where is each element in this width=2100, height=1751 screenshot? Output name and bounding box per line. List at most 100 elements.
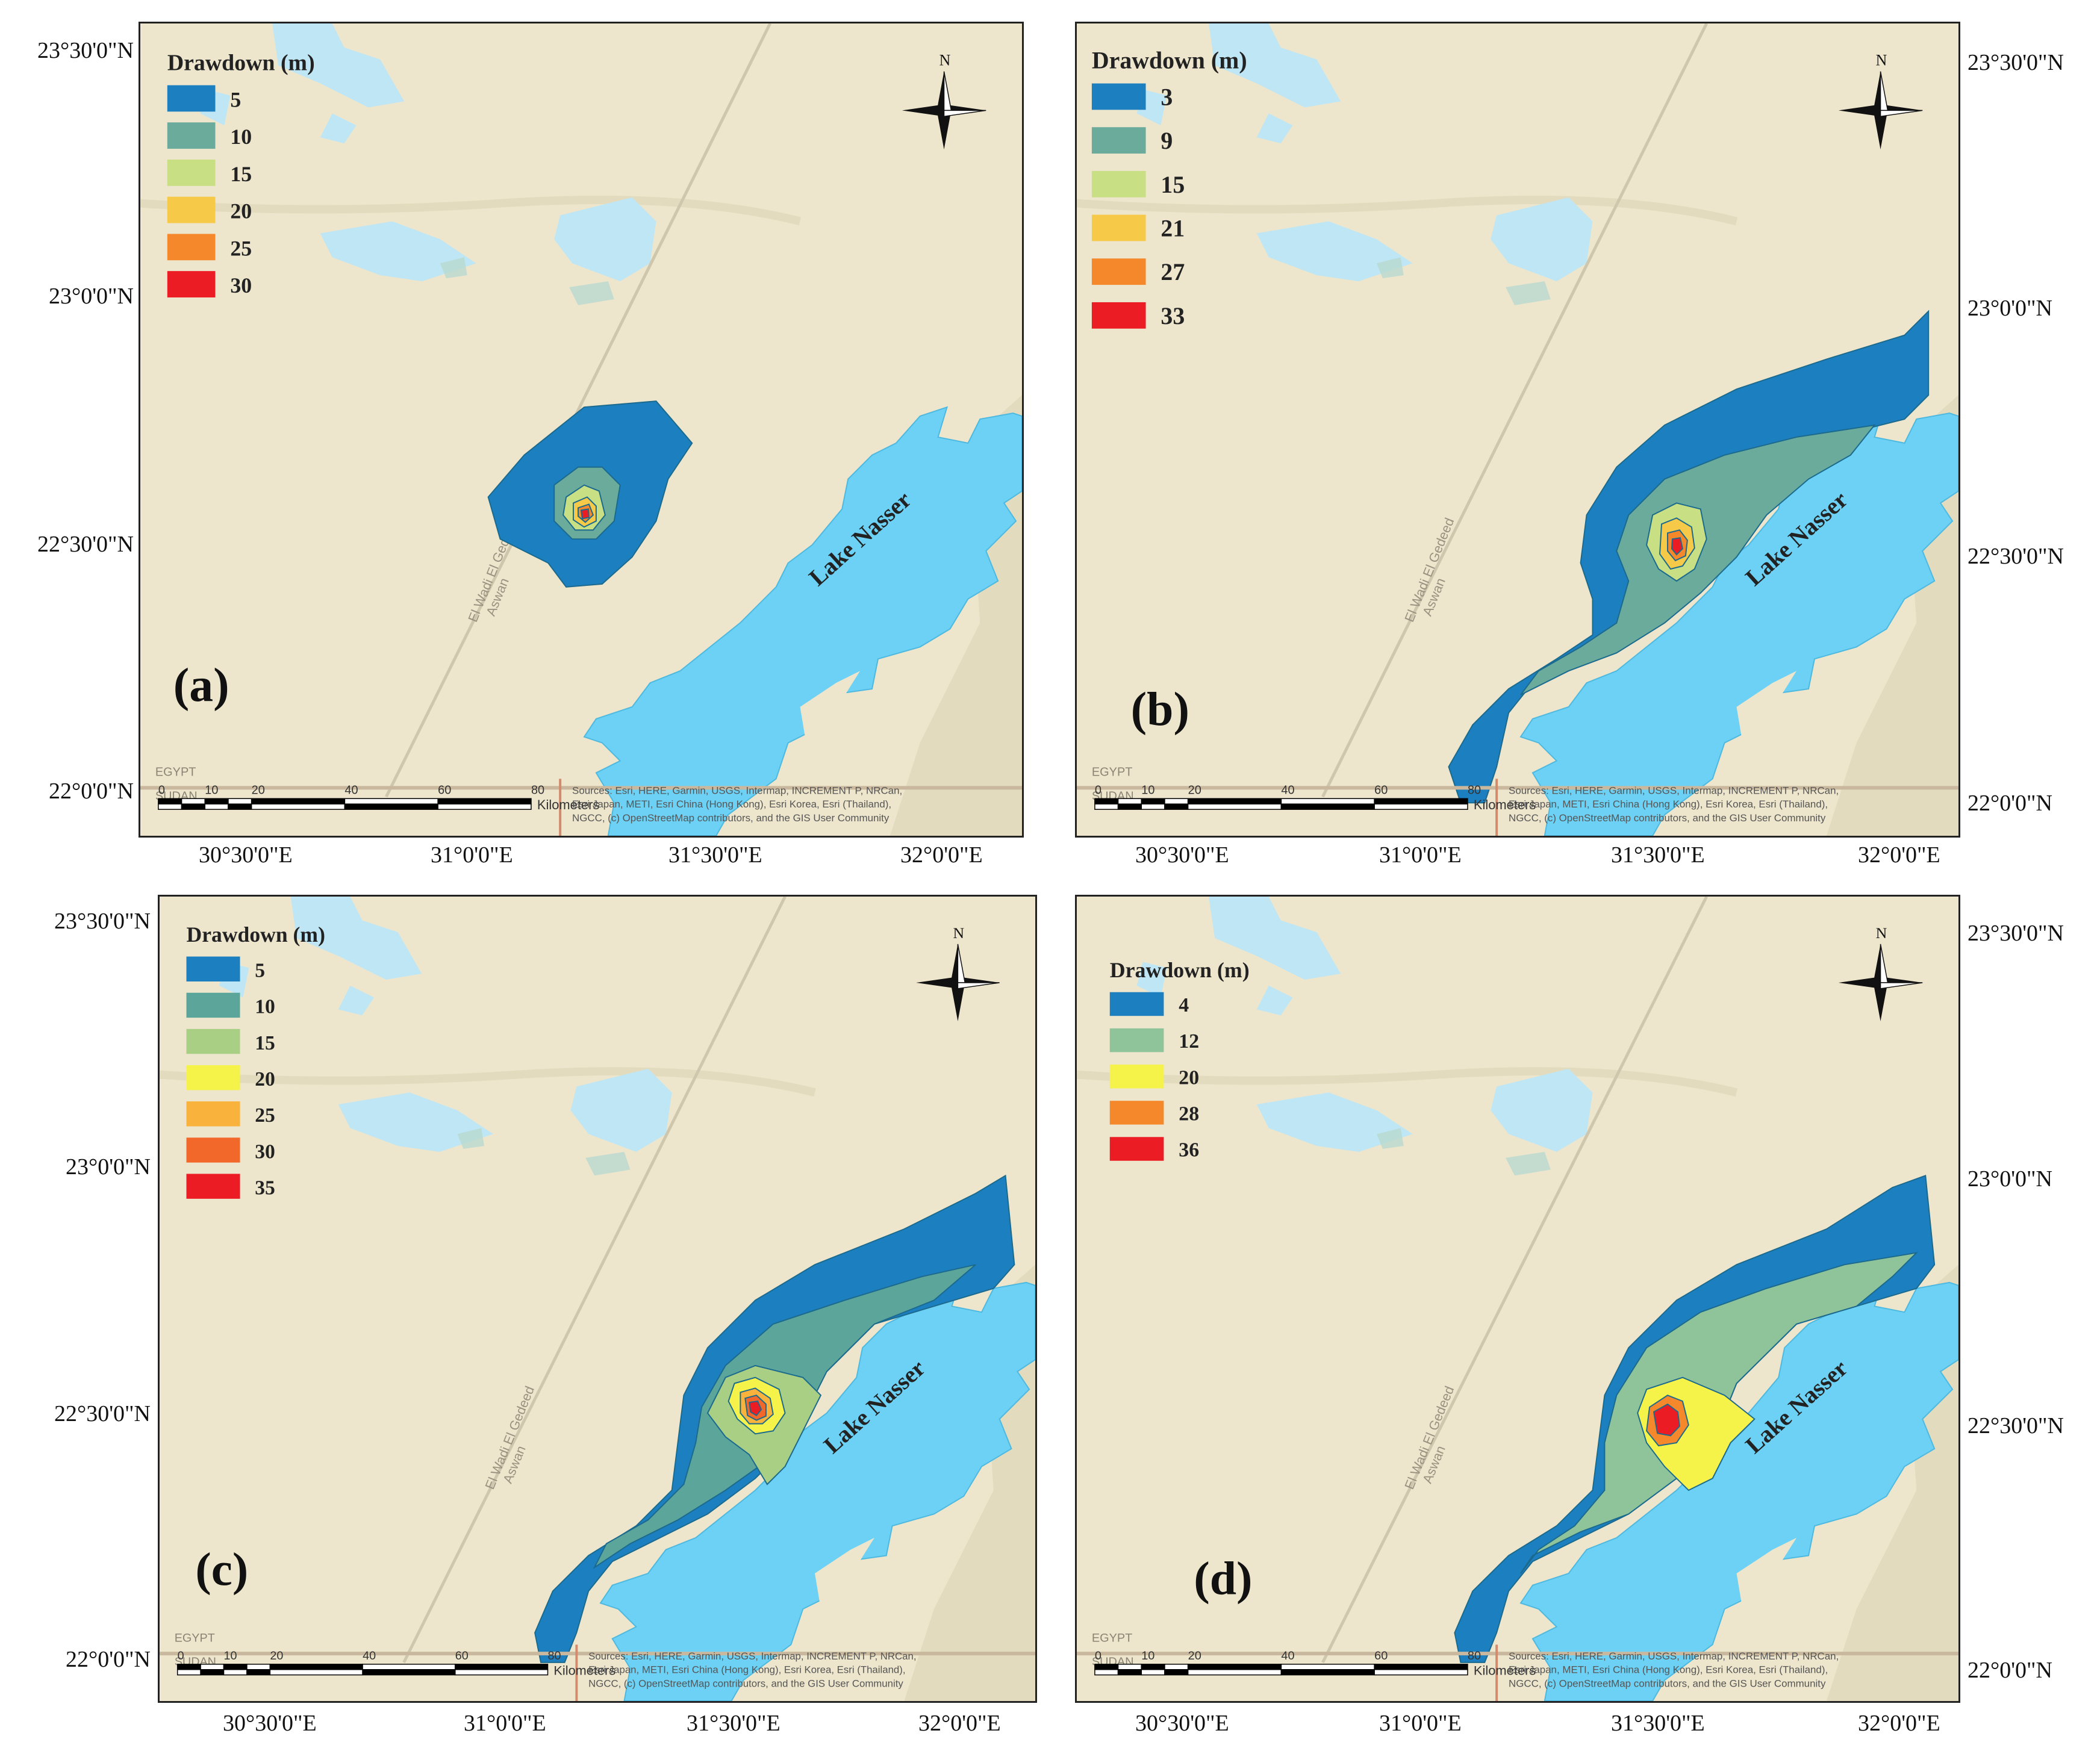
legend-swatch xyxy=(1091,83,1146,110)
scale-tick-label: 10 xyxy=(1141,1649,1154,1662)
scale-segment xyxy=(269,1664,363,1670)
north-label: N xyxy=(939,52,951,69)
drawdown-contour xyxy=(1671,537,1683,556)
toshka-lake xyxy=(1256,1092,1413,1152)
legend-swatch xyxy=(186,992,240,1018)
scale-segment xyxy=(1280,798,1375,804)
lat-label: 22°30'0"N xyxy=(37,532,134,557)
scale-segment xyxy=(1374,1669,1468,1676)
legend-swatch xyxy=(167,271,216,297)
scale-tick-label: 80 xyxy=(1468,1649,1481,1662)
scale-segment xyxy=(200,1664,225,1670)
scale-segment xyxy=(1117,1669,1142,1676)
map-frame-d: El Wadi El Gedeed Aswan Lake Nasser EGYPT SU… xyxy=(1075,895,1960,1703)
attribution-text: NGCC, (c) OpenStreetMap contributors, an… xyxy=(588,1678,903,1689)
north-arrow-shape xyxy=(1880,110,1923,117)
legend-swatch xyxy=(1109,1137,1164,1161)
legend-label: 5 xyxy=(230,87,241,111)
country-label: EGYPT xyxy=(175,1631,215,1644)
scale-unit: Kilometers xyxy=(553,1663,615,1678)
toshka-lake xyxy=(1491,1068,1593,1152)
marsh-patch xyxy=(1376,257,1404,279)
scale-unit: Kilometers xyxy=(1474,797,1536,812)
country-label: EGYPT xyxy=(155,765,196,779)
legend-swatch xyxy=(1091,170,1146,197)
legend-label: 5 xyxy=(255,960,265,982)
legend: Drawdown (m) 5 10 15 20 25 30 xyxy=(167,51,315,297)
scale-segment xyxy=(1187,798,1282,804)
marsh-patch xyxy=(569,281,614,305)
lon-label: 31°0'0"E xyxy=(1379,842,1462,868)
legend-label: 10 xyxy=(255,996,275,1018)
scale-segment xyxy=(1374,803,1468,810)
scale-tick-label: 0 xyxy=(1095,783,1101,797)
north-arrow-shape xyxy=(1880,982,1923,989)
lon-label: 32°0'0"E xyxy=(900,842,983,868)
attribution-text: Sources: Esri, HERE, Garmin, USGS, Inter… xyxy=(1509,785,1839,796)
scale-segment xyxy=(181,798,206,804)
lat-label: 23°0'0"N xyxy=(66,1154,151,1180)
scale-segment xyxy=(1117,1664,1142,1670)
panel-c: El Wadi El Gedeed Aswan Lake Nasser EGYPT SU… xyxy=(0,873,1048,1751)
scale-segment xyxy=(1094,803,1119,810)
lat-label: 23°0'0"N xyxy=(1968,1166,2052,1192)
panel-tag: (d) xyxy=(1194,1552,1252,1605)
scale-segment xyxy=(1280,1664,1375,1670)
legend-swatch xyxy=(1109,1101,1164,1125)
lon-label: 32°0'0"E xyxy=(1858,1711,1940,1736)
lon-label: 30°30'0"E xyxy=(223,1711,317,1736)
scale-segment xyxy=(344,803,438,810)
lake-nasser xyxy=(583,406,1022,836)
panel-tag: (c) xyxy=(195,1544,248,1596)
country-label: EGYPT xyxy=(1092,1631,1132,1644)
legend: Drawdown (m) 5 10 15 20 25 30 35 xyxy=(186,922,325,1199)
scale-tick-label: 60 xyxy=(438,783,451,797)
marsh-patch xyxy=(457,1128,485,1149)
legend-label: 15 xyxy=(1161,172,1185,198)
legend-label: 30 xyxy=(255,1140,275,1163)
scale-segment xyxy=(362,1664,456,1670)
legend-swatch xyxy=(167,234,216,261)
legend-label: 36 xyxy=(1179,1139,1199,1162)
scale-segment xyxy=(158,803,182,810)
legend-swatch xyxy=(186,956,240,981)
north-arrow-icon: N xyxy=(1838,52,1923,150)
north-label: N xyxy=(1876,52,1887,69)
toshka-lake xyxy=(338,985,375,1016)
lat-label: 23°30'0"N xyxy=(1968,50,2064,75)
attribution-text: Sources: Esri, HERE, Garmin, USGS, Inter… xyxy=(572,785,902,796)
scale-segment xyxy=(437,798,532,804)
panel-d: El Wadi El Gedeed Aswan Lake Nasser EGYPT SU… xyxy=(1048,873,2100,1751)
panel-tag: (b) xyxy=(1131,683,1189,736)
legend-swatch xyxy=(167,196,216,223)
legend-swatch xyxy=(1091,258,1146,285)
scale-segment xyxy=(223,1664,248,1670)
legend-title: Drawdown (m) xyxy=(1110,958,1250,982)
legend-title: Drawdown (m) xyxy=(1092,48,1247,74)
scale-tick-label: 20 xyxy=(1188,783,1201,797)
marsh-patch xyxy=(1506,281,1551,305)
lat-label: 22°0'0"N xyxy=(66,1647,151,1672)
legend-swatch xyxy=(1109,1065,1164,1089)
lake-nasser xyxy=(1519,406,1958,836)
escarpment xyxy=(140,196,802,226)
lon-label: 31°0'0"E xyxy=(464,1711,546,1736)
lake-island xyxy=(1736,1537,1797,1609)
lon-label: 31°0'0"E xyxy=(431,842,513,868)
lon-label: 32°0'0"E xyxy=(1858,842,1940,868)
scale-segment xyxy=(1164,1664,1189,1670)
lat-label: 23°30'0"N xyxy=(54,909,151,934)
legend-label: 35 xyxy=(255,1177,275,1199)
scale-segment xyxy=(1374,798,1468,804)
scale-segment xyxy=(455,1669,549,1676)
legend-label: 10 xyxy=(230,125,252,149)
legend-label: 4 xyxy=(1179,994,1189,1016)
north-arrow-icon: N xyxy=(902,52,986,150)
legend-label: 27 xyxy=(1161,259,1185,285)
scale-tick-label: 40 xyxy=(1281,1649,1294,1662)
lon-label: 32°0'0"E xyxy=(918,1711,1001,1736)
scale-segment xyxy=(1117,803,1142,810)
